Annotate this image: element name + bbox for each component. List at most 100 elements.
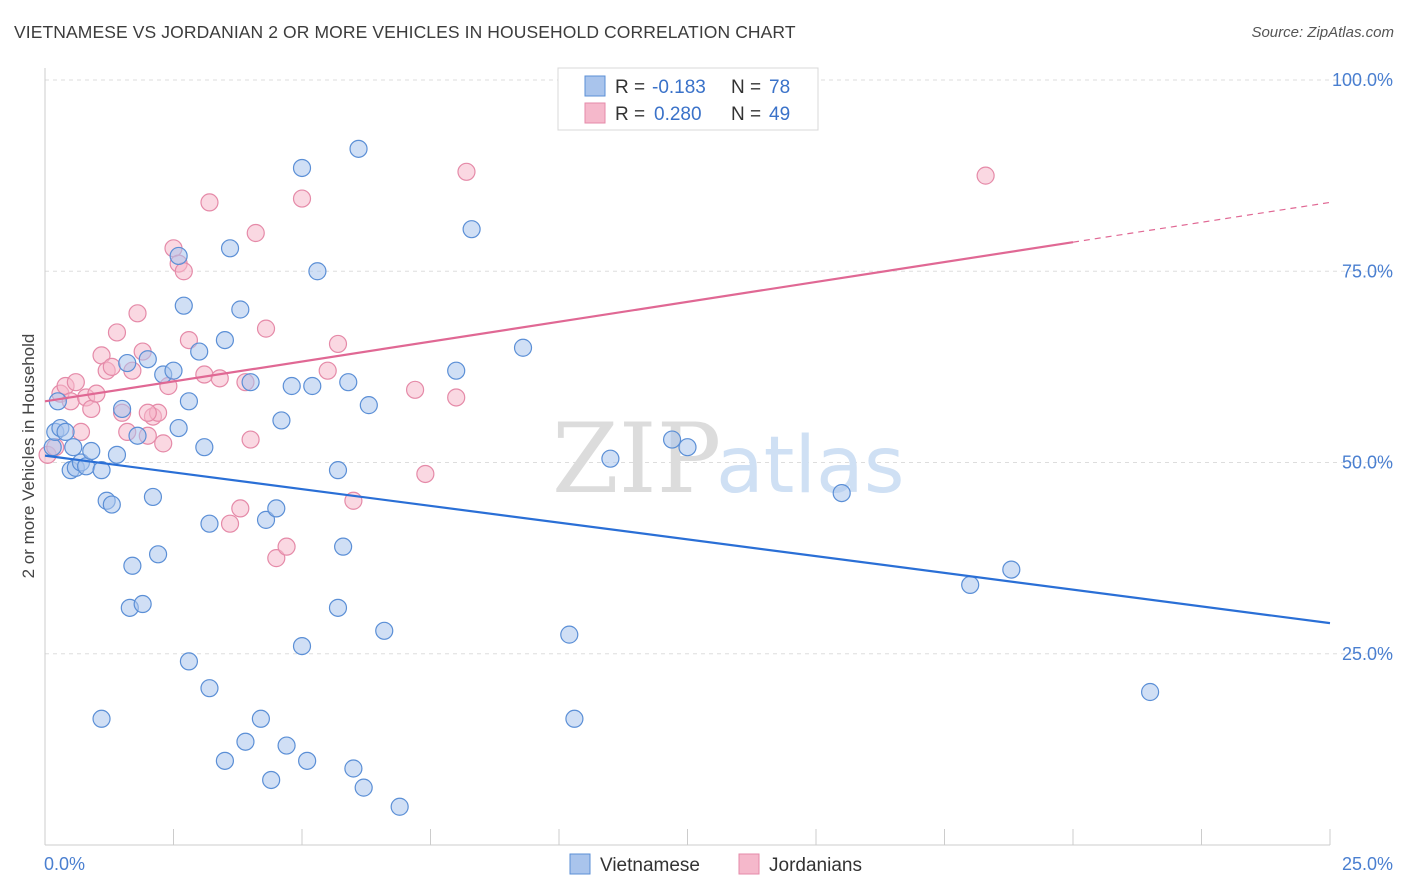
vietnamese-point <box>267 499 286 518</box>
vietnamese-point <box>138 350 157 369</box>
vietnamese-point <box>251 709 270 728</box>
vietnamese-point <box>179 652 199 671</box>
vietnamese-point <box>344 759 363 778</box>
legend-n-label-2: N = <box>731 104 761 125</box>
vietnamese-point <box>195 438 214 457</box>
vietnamese-point <box>277 736 296 755</box>
legend-n-value-1: 78 <box>769 77 790 98</box>
watermark-zip: ZIP <box>552 403 721 515</box>
vietnamese-point <box>143 487 163 507</box>
vietnamese-point <box>123 556 142 575</box>
y-tick-label: 50.0% <box>1342 453 1393 473</box>
jordanian-point <box>231 499 250 518</box>
vietnamese-point <box>43 438 62 457</box>
y-tick-label: 100.0% <box>1332 70 1393 90</box>
bottom-legend-swatch-jordanians <box>738 853 760 875</box>
x-tick-label-min: 0.0% <box>44 854 85 874</box>
legend-r-value-2: 0.280 <box>654 104 702 125</box>
vietnamese-point <box>215 331 234 350</box>
vietnamese-point <box>349 139 368 158</box>
y-axis-title: 2 or more Vehicles in Household <box>19 334 38 579</box>
jordanian-point <box>195 365 214 384</box>
vietnamese-point <box>236 732 255 751</box>
vietnamese-point <box>200 679 219 698</box>
vietnamese-point <box>292 158 312 178</box>
vietnamese-point <box>148 545 168 564</box>
bottom-legend-label-jordanians: Jordanians <box>769 855 862 876</box>
trend-lines <box>44 201 1331 625</box>
legend-n-label-1: N = <box>731 77 761 98</box>
jordanian-point <box>82 399 101 419</box>
legend-r-value-1: -0.183 <box>652 77 706 98</box>
vietnamese-point <box>462 220 481 239</box>
jordanian-point <box>277 537 296 556</box>
legend-r-label-1: R = <box>615 77 645 98</box>
top-legend: R = -0.183 N = 78 R = 0.280 N = 49 <box>557 67 819 131</box>
vietnamese-point <box>256 510 276 529</box>
watermark: ZIP atlas <box>552 403 905 515</box>
vietnamese-point <box>107 445 127 464</box>
vietnamese-point <box>169 418 188 438</box>
vietnamese-point <box>375 621 394 640</box>
jordanian-point <box>328 334 348 354</box>
legend-swatch-jordanians <box>584 102 606 124</box>
grid-lines <box>45 79 1392 655</box>
chart-title: VIETNAMESE VS JORDANIAN 2 OR MORE VEHICL… <box>14 22 796 42</box>
source-label: Source: ZipAtlas.com <box>1251 24 1394 41</box>
jordanian-point <box>246 223 265 243</box>
vietnamese-point <box>678 438 697 457</box>
vietnamese-point <box>56 422 75 441</box>
jordanian-point <box>267 549 286 568</box>
vietnamese-point <box>102 495 121 514</box>
jordanian-point <box>179 331 199 350</box>
jordanian-point <box>405 380 425 399</box>
vietnamese-point <box>961 575 980 595</box>
vietnamese-point <box>447 361 466 380</box>
jordanian-trend-extension <box>1072 201 1331 243</box>
legend-r-label-2: R = <box>615 104 645 125</box>
vietnamese-point <box>513 338 533 357</box>
jordanian-point <box>107 323 127 342</box>
vietnamese-point <box>169 246 188 266</box>
vietnamese-point <box>215 751 234 770</box>
vietnamese-point <box>262 770 281 790</box>
vietnamese-point <box>565 709 584 728</box>
jordanian-point <box>71 422 91 441</box>
vietnamese-point <box>832 484 851 503</box>
vietnamese-point <box>328 598 348 617</box>
tick-labels: 100.0% 75.0% 50.0% 25.0% 0.0% 25.0% <box>44 70 1393 874</box>
watermark-atlas: atlas <box>716 421 905 511</box>
jordanian-point <box>976 166 995 185</box>
vietnamese-point <box>282 376 301 396</box>
vietnamese-point <box>298 751 317 770</box>
vietnamese-trend-line <box>44 454 1331 625</box>
vietnamese-point <box>82 441 101 461</box>
jordanian-point <box>154 434 173 453</box>
vietnamese-point <box>390 797 409 816</box>
vietnamese-point <box>179 392 199 411</box>
vietnamese-point <box>174 296 193 315</box>
vietnamese-point <box>303 376 322 396</box>
vietnamese-point <box>128 426 147 445</box>
y-tick-label: 25.0% <box>1342 644 1393 664</box>
vietnamese-point <box>92 461 111 480</box>
vietnamese-point <box>112 399 132 419</box>
vietnamese-point <box>272 411 291 430</box>
jordanian-trend-line <box>44 241 1074 403</box>
vietnamese-point <box>190 342 209 361</box>
jordanian-point <box>66 373 85 392</box>
vietnamese-point <box>220 239 240 258</box>
jordanian-point <box>416 464 435 484</box>
vietnamese-point <box>334 537 353 556</box>
vietnamese-point <box>118 353 137 373</box>
vietnamese-point <box>164 361 183 380</box>
vietnamese-point <box>231 300 250 319</box>
jordanian-point <box>200 193 219 212</box>
vietnamese-point <box>133 594 152 614</box>
bottom-legend: Vietnamese Jordanians <box>569 853 862 876</box>
vietnamese-point <box>292 636 312 656</box>
jordanian-point <box>318 361 337 380</box>
vietnamese-point <box>354 778 373 797</box>
bottom-legend-swatch-vietnamese <box>569 853 591 875</box>
